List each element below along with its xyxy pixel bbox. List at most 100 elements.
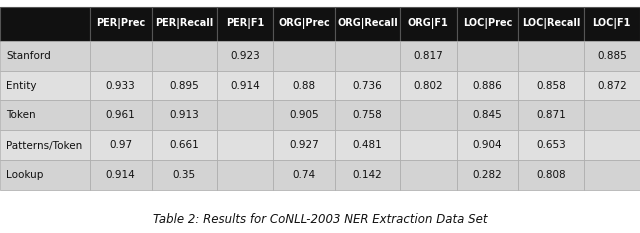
Bar: [90, 41, 152, 71]
Text: 0.923: 0.923: [230, 51, 260, 61]
Bar: [335, 71, 400, 100]
Bar: [456, 130, 518, 160]
Bar: [152, 7, 217, 41]
Bar: [0, 100, 90, 130]
Text: 0.736: 0.736: [353, 81, 382, 90]
Text: 0.913: 0.913: [169, 110, 199, 120]
Text: PER|Prec: PER|Prec: [96, 18, 145, 29]
Bar: [152, 130, 217, 160]
Bar: [456, 100, 518, 130]
Bar: [584, 130, 640, 160]
Bar: [217, 160, 273, 190]
Bar: [217, 71, 273, 100]
Text: LOC|Prec: LOC|Prec: [463, 18, 512, 29]
Text: 0.905: 0.905: [289, 110, 319, 120]
Bar: [518, 130, 584, 160]
Text: 0.817: 0.817: [413, 51, 444, 61]
Bar: [90, 130, 152, 160]
Bar: [90, 100, 152, 130]
Bar: [584, 7, 640, 41]
Text: 0.927: 0.927: [289, 140, 319, 150]
Text: 0.895: 0.895: [169, 81, 199, 90]
Text: Entity: Entity: [6, 81, 37, 90]
Text: 0.845: 0.845: [472, 110, 502, 120]
Text: ORG|Prec: ORG|Prec: [278, 18, 330, 29]
Bar: [152, 41, 217, 71]
Text: 0.886: 0.886: [472, 81, 502, 90]
Text: ORG|Recall: ORG|Recall: [337, 18, 398, 29]
Bar: [152, 100, 217, 130]
Text: Table 2: Results for CoNLL-2003 NER Extraction Data Set: Table 2: Results for CoNLL-2003 NER Extr…: [153, 213, 487, 226]
Bar: [0, 7, 90, 41]
Text: 0.142: 0.142: [353, 170, 382, 180]
Text: 0.758: 0.758: [353, 110, 382, 120]
Text: LOC|Recall: LOC|Recall: [522, 18, 580, 29]
Text: 0.653: 0.653: [536, 140, 566, 150]
Bar: [90, 71, 152, 100]
Bar: [456, 160, 518, 190]
Bar: [335, 41, 400, 71]
Text: Patterns∕Token: Patterns∕Token: [6, 140, 83, 150]
Text: Lookup: Lookup: [6, 170, 44, 180]
Text: Token: Token: [6, 110, 36, 120]
Bar: [273, 130, 335, 160]
Text: 0.872: 0.872: [597, 81, 627, 90]
Text: 0.661: 0.661: [169, 140, 199, 150]
Bar: [456, 41, 518, 71]
Bar: [273, 41, 335, 71]
Text: 0.35: 0.35: [173, 170, 196, 180]
Bar: [335, 160, 400, 190]
Bar: [400, 71, 456, 100]
Text: 0.282: 0.282: [472, 170, 502, 180]
Bar: [0, 160, 90, 190]
Bar: [400, 100, 456, 130]
Bar: [0, 130, 90, 160]
Bar: [273, 160, 335, 190]
Text: 0.481: 0.481: [353, 140, 382, 150]
Bar: [335, 130, 400, 160]
Bar: [456, 7, 518, 41]
Text: 0.97: 0.97: [109, 140, 132, 150]
Bar: [584, 71, 640, 100]
Text: 0.914: 0.914: [106, 170, 136, 180]
Text: Stanford: Stanford: [6, 51, 51, 61]
Text: 0.933: 0.933: [106, 81, 136, 90]
Bar: [217, 100, 273, 130]
Bar: [0, 41, 90, 71]
Text: LOC|F1: LOC|F1: [593, 18, 631, 29]
Bar: [456, 71, 518, 100]
Text: 0.904: 0.904: [473, 140, 502, 150]
Text: ORG|F1: ORG|F1: [408, 18, 449, 29]
Bar: [152, 71, 217, 100]
Bar: [90, 160, 152, 190]
Text: 0.808: 0.808: [536, 170, 566, 180]
Text: 0.88: 0.88: [292, 81, 316, 90]
Text: 0.961: 0.961: [106, 110, 136, 120]
Text: 0.914: 0.914: [230, 81, 260, 90]
Bar: [152, 160, 217, 190]
Bar: [400, 41, 456, 71]
Bar: [518, 100, 584, 130]
Text: 0.885: 0.885: [597, 51, 627, 61]
Bar: [90, 7, 152, 41]
Bar: [335, 7, 400, 41]
Bar: [273, 7, 335, 41]
Bar: [518, 71, 584, 100]
Bar: [584, 160, 640, 190]
Bar: [518, 41, 584, 71]
Bar: [518, 7, 584, 41]
Bar: [400, 160, 456, 190]
Bar: [584, 41, 640, 71]
Text: 0.74: 0.74: [292, 170, 316, 180]
Bar: [217, 7, 273, 41]
Bar: [400, 130, 456, 160]
Text: 0.802: 0.802: [413, 81, 443, 90]
Text: PER|Recall: PER|Recall: [155, 18, 213, 29]
Bar: [400, 7, 456, 41]
Bar: [273, 71, 335, 100]
Bar: [518, 160, 584, 190]
Text: PER|F1: PER|F1: [226, 18, 264, 29]
Bar: [273, 100, 335, 130]
Bar: [217, 41, 273, 71]
Bar: [584, 100, 640, 130]
